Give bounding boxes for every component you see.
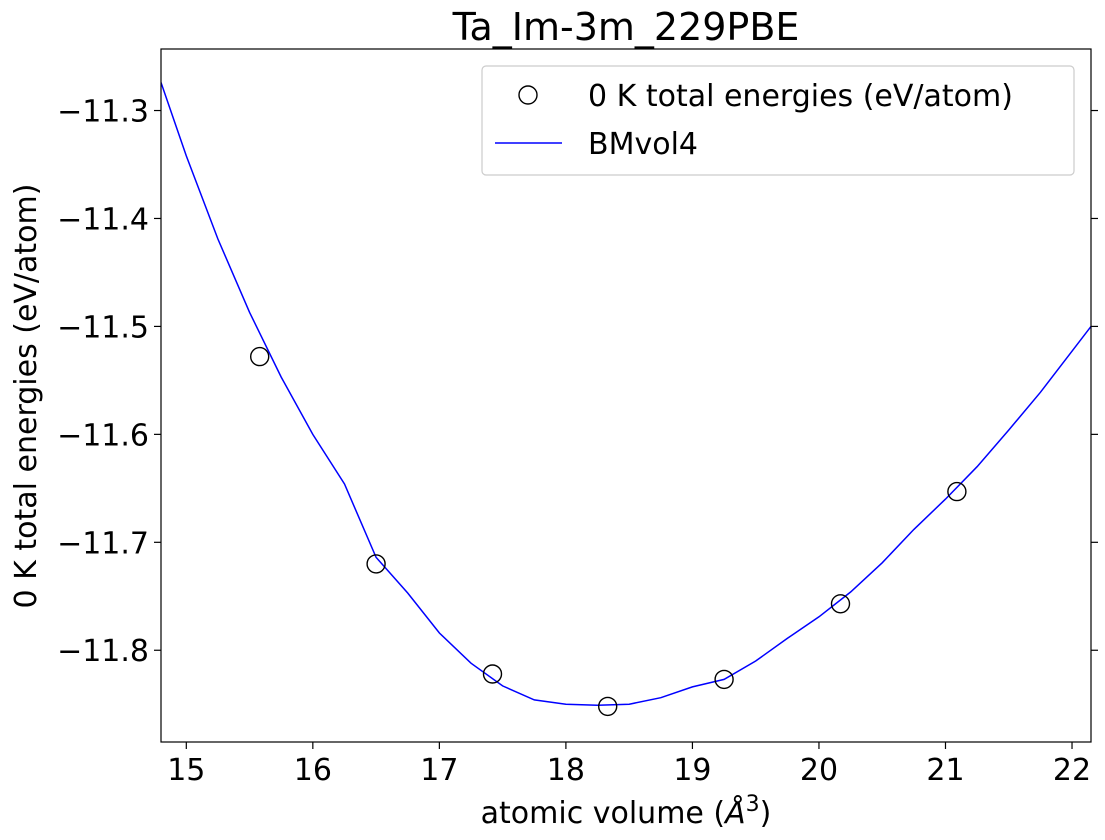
data-point — [947, 481, 967, 502]
legend-box — [481, 65, 1075, 176]
fit-curve-bmvol4 — [161, 82, 1091, 707]
x-tick-label: 16 — [294, 753, 332, 788]
x-tick-label: 20 — [800, 753, 838, 788]
x-tick-label: 21 — [926, 753, 964, 788]
legend-label-scatter: 0 K total energies (eV/atom) — [588, 79, 1013, 114]
x-tick-label: 19 — [673, 753, 711, 788]
data-point — [830, 594, 851, 614]
x-axis-label-unit: Å — [723, 795, 746, 831]
y-axis-label: 0 K total energies (eV/atom) — [9, 184, 44, 609]
x-axis-label-exponent: 3 — [746, 792, 760, 817]
data-point — [482, 664, 503, 684]
x-axis-label: atomic volume (Å3) — [481, 792, 772, 831]
data-point — [366, 554, 386, 574]
legend-marker-scatter — [518, 85, 538, 105]
legend-label-fit: BMvol4 — [588, 127, 698, 162]
x-tick-label: 18 — [547, 753, 585, 788]
x-tick-label: 22 — [1053, 753, 1091, 788]
y-tick-label: −11.6 — [57, 418, 149, 453]
y-tick-label: −11.7 — [57, 526, 149, 561]
plot-area: 15 16 17 18 19 20 21 22 −11.3 −11.4 −11.5 −11.6 −11.… — [57, 48, 1098, 788]
y-tick-label: −11.3 — [57, 95, 149, 130]
y-tick-label: −11.5 — [57, 310, 149, 345]
data-point — [714, 669, 734, 690]
chart-title: Ta_Im-3m_229PBE — [452, 5, 800, 49]
data-point — [598, 696, 618, 717]
legend: 0 K total energies (eV/atom) BMvol4 — [481, 65, 1075, 176]
x-axis-label-prefix: atomic volume ( — [481, 796, 725, 831]
x-axis-label-suffix: ) — [760, 796, 772, 831]
data-point — [250, 346, 270, 367]
y-tick-label: −11.4 — [57, 202, 149, 237]
x-tick-label: 15 — [167, 753, 205, 788]
y-tick-label: −11.8 — [57, 634, 149, 669]
x-tick-label: 17 — [420, 753, 458, 788]
plot-frame — [160, 48, 1092, 743]
